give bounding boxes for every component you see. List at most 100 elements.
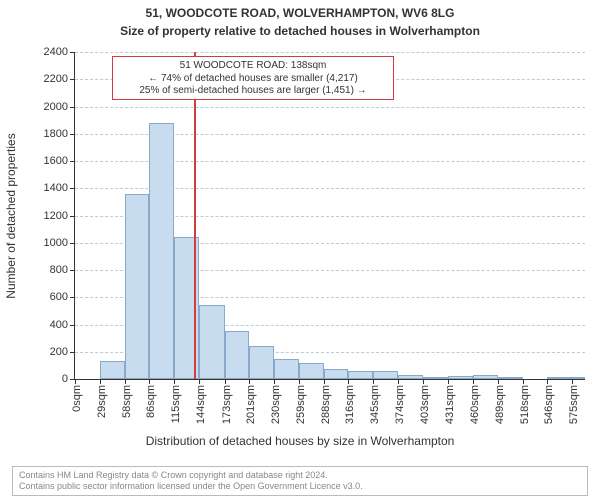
chart-container: { "title_line1": "51, WOODCOTE ROAD, WOL…: [0, 0, 600, 500]
x-tick-label: 546sqm: [543, 385, 555, 424]
y-tick-label: 1800: [44, 128, 68, 140]
y-tick: [70, 270, 75, 271]
histogram-bar: [149, 123, 174, 379]
histogram-bar: [299, 363, 324, 379]
x-tick: [100, 379, 101, 384]
histogram-bar: [547, 377, 572, 379]
y-tick: [70, 216, 75, 217]
plot-area: 0200400600800100012001400160018002000220…: [74, 52, 585, 380]
histogram-bar: [473, 375, 498, 379]
histogram-bar: [498, 377, 523, 379]
y-tick: [70, 188, 75, 189]
x-tick-label: 460sqm: [469, 385, 481, 424]
histogram-bar: [324, 369, 348, 379]
histogram-bar: [572, 377, 585, 379]
x-tick-label: 403sqm: [419, 385, 431, 424]
histogram-bar: [199, 305, 224, 379]
histogram-bar: [125, 194, 149, 379]
y-tick-label: 2400: [44, 46, 68, 58]
histogram-bar: [249, 346, 274, 379]
x-tick: [324, 379, 325, 384]
y-tick: [70, 297, 75, 298]
x-tick: [373, 379, 374, 384]
y-tick: [70, 352, 75, 353]
y-tick-label: 1000: [44, 237, 68, 249]
y-tick: [70, 134, 75, 135]
annotation-line3: 25% of semi-detached houses are larger (…: [119, 85, 387, 98]
x-tick-label: 431sqm: [444, 385, 456, 424]
y-tick-label: 200: [50, 346, 68, 358]
x-tick: [225, 379, 226, 384]
grid-line: [75, 107, 585, 108]
x-tick-label: 518sqm: [519, 385, 531, 424]
x-tick: [572, 379, 573, 384]
x-tick: [249, 379, 250, 384]
x-tick: [299, 379, 300, 384]
x-tick: [274, 379, 275, 384]
chart-title-line1: 51, WOODCOTE ROAD, WOLVERHAMPTON, WV6 8L…: [0, 6, 600, 20]
x-tick-label: 345sqm: [369, 385, 381, 424]
y-axis-label: Number of detached properties: [4, 133, 18, 298]
y-tick: [70, 79, 75, 80]
x-tick-label: 259sqm: [295, 385, 307, 424]
histogram-bar: [373, 371, 398, 379]
x-tick: [547, 379, 548, 384]
y-tick-label: 2200: [44, 73, 68, 85]
y-tick-label: 0: [62, 373, 68, 385]
histogram-bar: [225, 331, 249, 379]
x-tick-label: 115sqm: [170, 385, 182, 423]
y-tick-label: 400: [50, 319, 68, 331]
x-tick-label: 29sqm: [96, 385, 108, 418]
chart-title-line2: Size of property relative to detached ho…: [0, 24, 600, 38]
y-tick: [70, 325, 75, 326]
grid-line: [75, 52, 585, 53]
histogram-bar: [274, 359, 299, 379]
x-tick-label: 201sqm: [245, 385, 257, 424]
x-tick-label: 144sqm: [195, 385, 207, 424]
histogram-bar: [398, 375, 423, 379]
attribution-box: Contains HM Land Registry data © Crown c…: [12, 466, 588, 496]
attribution-line2: Contains public sector information licen…: [19, 481, 581, 492]
histogram-bar: [448, 376, 473, 379]
histogram-bar: [348, 371, 373, 379]
x-tick: [423, 379, 424, 384]
x-tick: [473, 379, 474, 384]
y-tick-label: 2000: [44, 101, 68, 113]
y-tick-label: 1200: [44, 210, 68, 222]
x-tick: [125, 379, 126, 384]
y-tick-label: 1600: [44, 155, 68, 167]
histogram-bar: [100, 361, 125, 379]
x-tick-label: 86sqm: [145, 385, 157, 418]
x-tick: [448, 379, 449, 384]
y-tick: [70, 52, 75, 53]
x-tick: [523, 379, 524, 384]
x-tick-label: 0sqm: [71, 385, 83, 412]
x-tick: [498, 379, 499, 384]
x-tick: [149, 379, 150, 384]
x-axis-label: Distribution of detached houses by size …: [0, 434, 600, 448]
annotation-line2: ← 74% of detached houses are smaller (4,…: [119, 73, 387, 86]
x-tick: [398, 379, 399, 384]
x-tick-label: 316sqm: [344, 385, 356, 424]
y-tick: [70, 161, 75, 162]
y-tick-label: 600: [50, 291, 68, 303]
x-tick-label: 288sqm: [320, 385, 332, 424]
y-tick: [70, 243, 75, 244]
annotation-box: 51 WOODCOTE ROAD: 138sqm← 74% of detache…: [112, 56, 394, 100]
y-tick-label: 1400: [44, 182, 68, 194]
attribution-line1: Contains HM Land Registry data © Crown c…: [19, 470, 581, 481]
histogram-bar: [423, 377, 447, 379]
x-tick-label: 230sqm: [270, 385, 282, 424]
y-tick-label: 800: [50, 264, 68, 276]
x-tick: [199, 379, 200, 384]
x-tick: [348, 379, 349, 384]
x-tick-label: 374sqm: [394, 385, 406, 424]
x-tick-label: 575sqm: [568, 385, 580, 424]
y-tick: [70, 107, 75, 108]
x-tick-label: 489sqm: [494, 385, 506, 424]
x-tick: [75, 379, 76, 384]
x-tick: [174, 379, 175, 384]
x-tick-label: 58sqm: [121, 385, 133, 418]
property-marker-line: [194, 52, 196, 379]
x-tick-label: 173sqm: [221, 385, 233, 424]
